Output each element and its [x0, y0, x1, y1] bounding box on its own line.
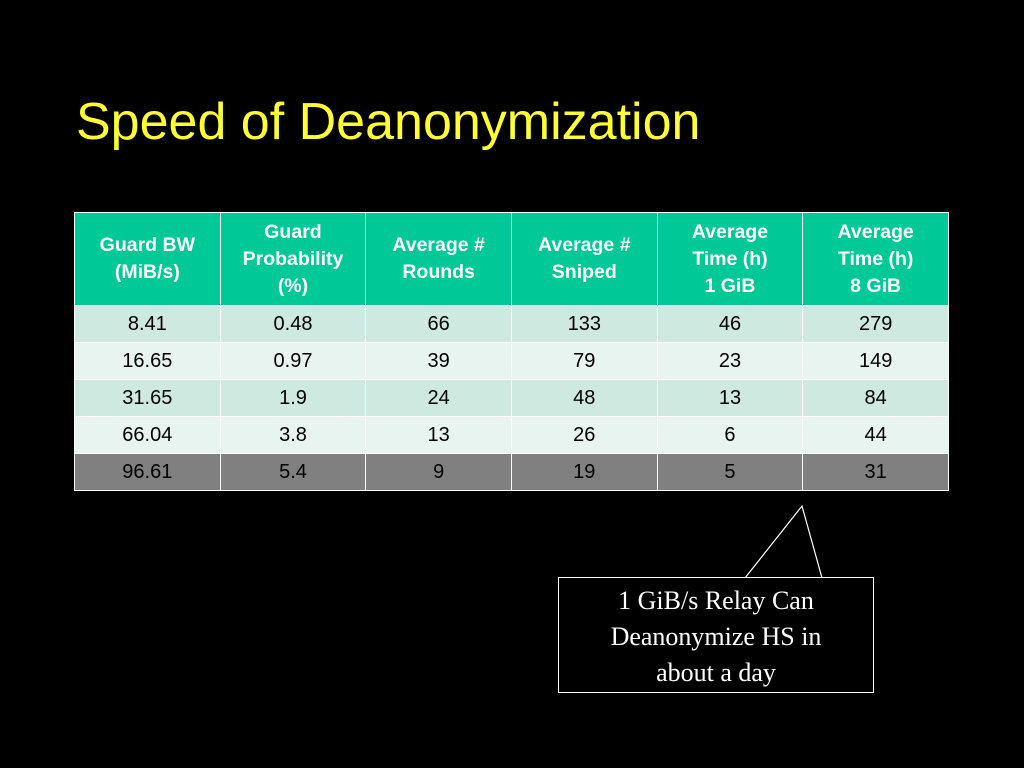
callout-box: 1 GiB/s Relay Can Deanonymize HS in abou…	[558, 577, 874, 693]
cell-guard-bw: 8.41	[74, 305, 221, 343]
cell-average-sniped: 26	[510, 416, 658, 454]
header-average-rounds: Average # Rounds	[365, 212, 512, 306]
cell-average-time-8gib: 84	[802, 379, 949, 417]
cell-guard-probability: 1.9	[219, 379, 367, 417]
cell-average-sniped: 48	[510, 379, 658, 417]
slide-title: Speed of Deanonymization	[76, 93, 701, 151]
header-average-time-8gib: Average Time (h) 8 GiB	[802, 212, 949, 306]
deanonymization-table: Guard BW (MiB/s) Guard Probability (%) A…	[74, 212, 949, 491]
cell-average-time-8gib: 149	[802, 342, 949, 380]
table-header-row: Guard BW (MiB/s) Guard Probability (%) A…	[74, 212, 949, 306]
header-average-time-1gib: Average Time (h) 1 GiB	[656, 212, 804, 306]
cell-average-time-8gib: 31	[802, 453, 949, 491]
table-row: 66.04 3.8 13 26 6 44	[74, 416, 949, 454]
cell-guard-probability: 5.4	[219, 453, 367, 491]
table-row: 16.65 0.97 39 79 23 149	[74, 342, 949, 380]
table-row-highlighted: 96.61 5.4 9 19 5 31	[74, 453, 949, 491]
cell-average-time-8gib: 279	[802, 305, 949, 343]
cell-average-time-1gib: 46	[656, 305, 804, 343]
header-average-sniped: Average # Sniped	[510, 212, 658, 306]
cell-average-sniped: 79	[510, 342, 658, 380]
cell-guard-probability: 0.48	[219, 305, 367, 343]
cell-average-time-1gib: 5	[656, 453, 804, 491]
cell-guard-bw: 66.04	[74, 416, 221, 454]
header-guard-bw: Guard BW (MiB/s)	[74, 212, 221, 306]
table-row: 8.41 0.48 66 133 46 279	[74, 305, 949, 343]
cell-average-time-1gib: 13	[656, 379, 804, 417]
cell-guard-bw: 31.65	[74, 379, 221, 417]
cell-average-rounds: 24	[365, 379, 512, 417]
cell-guard-probability: 0.97	[219, 342, 367, 380]
cell-average-rounds: 9	[365, 453, 512, 491]
callout-line: about a day	[656, 658, 776, 687]
callout-line: 1 GiB/s Relay Can	[618, 586, 814, 615]
header-guard-probability: Guard Probability (%)	[219, 212, 367, 306]
cell-average-time-1gib: 23	[656, 342, 804, 380]
cell-guard-bw: 16.65	[74, 342, 221, 380]
cell-guard-probability: 3.8	[219, 416, 367, 454]
table-row: 31.65 1.9 24 48 13 84	[74, 379, 949, 417]
cell-average-rounds: 13	[365, 416, 512, 454]
cell-average-sniped: 133	[510, 305, 658, 343]
cell-guard-bw: 96.61	[74, 453, 221, 491]
cell-average-time-8gib: 44	[802, 416, 949, 454]
cell-average-sniped: 19	[510, 453, 658, 491]
cell-average-rounds: 39	[365, 342, 512, 380]
callout-line: Deanonymize HS in	[610, 622, 822, 651]
cell-average-rounds: 66	[365, 305, 512, 343]
cell-average-time-1gib: 6	[656, 416, 804, 454]
